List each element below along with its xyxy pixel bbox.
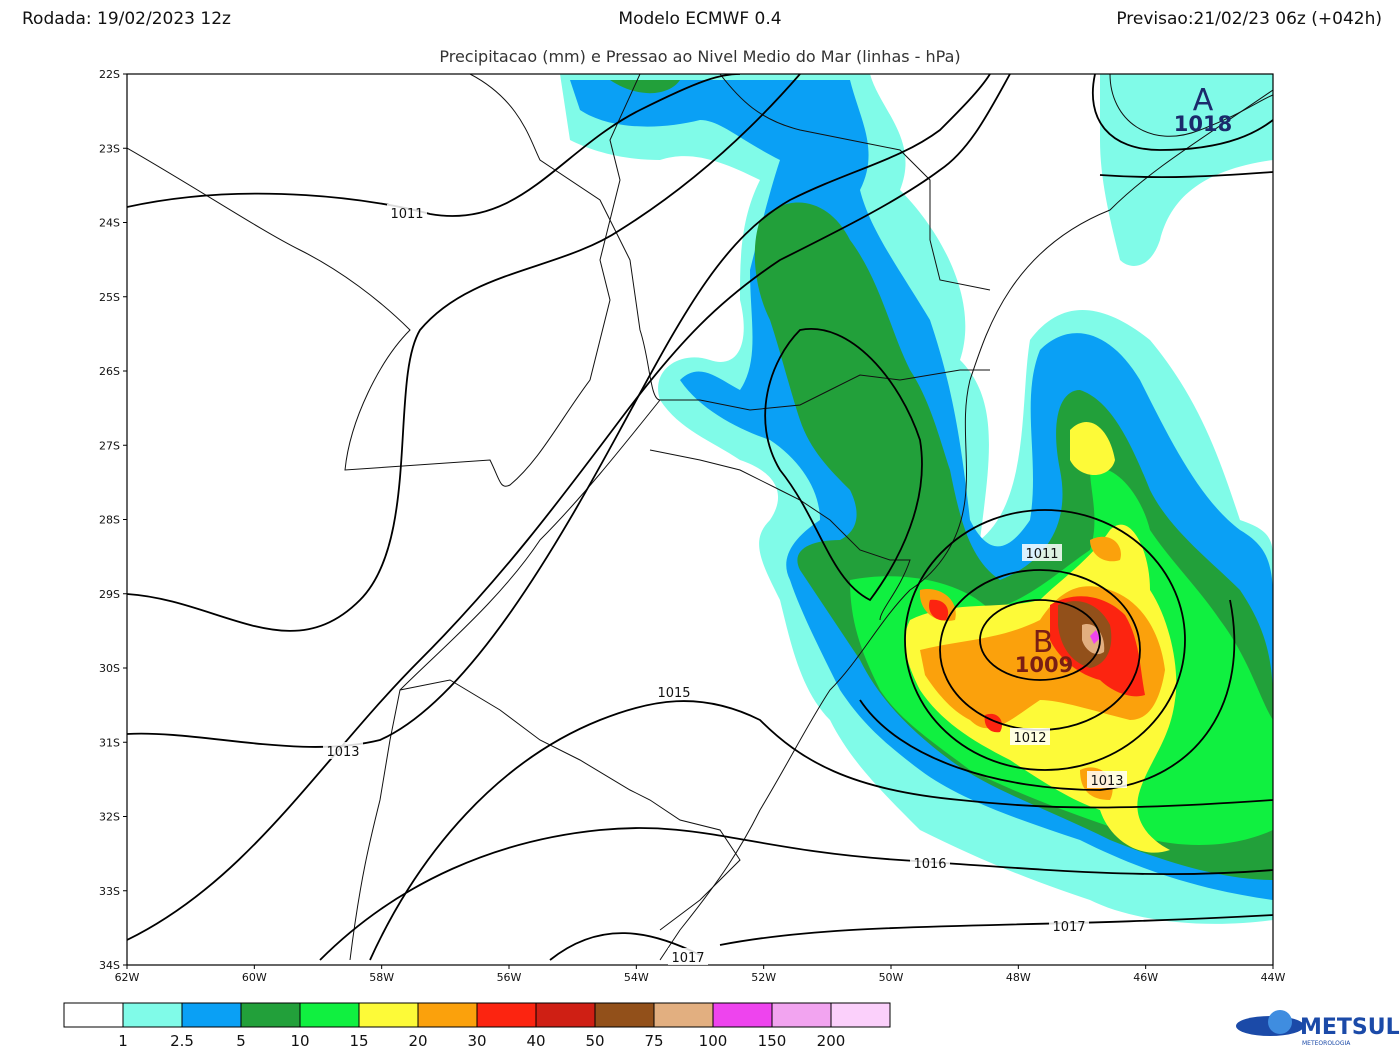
isobar-label-bg [1087, 771, 1127, 788]
colorbar-label: 75 [644, 1032, 663, 1050]
lat-label: 34S [99, 959, 120, 972]
isobar-label-bg [323, 742, 363, 759]
isobar-label-bg [1010, 728, 1050, 745]
colorbar-label: 200 [817, 1032, 846, 1050]
isobar-label: 1015 [657, 686, 690, 701]
isobar-label-bg [910, 854, 950, 871]
logo-name: METSUL [1300, 1015, 1400, 1040]
colorbar-swatch [830, 1002, 891, 1028]
colorbar-swatch [712, 1002, 773, 1028]
lat-label: 25S [99, 291, 120, 304]
lat-label: 33S [99, 885, 120, 898]
lon-label: 62W [115, 971, 140, 984]
lat-label: 23S [99, 142, 120, 155]
lon-label: 46W [1133, 971, 1158, 984]
lat-label: 29S [99, 588, 120, 601]
lon-label: 58W [369, 971, 394, 984]
lat-label: 28S [99, 514, 120, 527]
colorbar-label: 1 [118, 1032, 128, 1050]
pressure-center-letter: A [1193, 83, 1214, 118]
colorbar-swatch [299, 1002, 360, 1028]
model-label: Modelo ECMWF 0.4 [618, 9, 781, 29]
pressure-center-value: 1018 [1174, 112, 1232, 136]
colorbar-label: 2.5 [170, 1032, 194, 1050]
subtitle: Precipitacao (mm) e Pressao ao Nivel Med… [439, 47, 960, 66]
pressure-center-value: 1009 [1015, 653, 1073, 677]
pressure-center-letter: B [1033, 625, 1054, 660]
lon-label: 56W [497, 971, 522, 984]
isobar-label: 1011 [1025, 547, 1058, 562]
isobar-label: 1016 [913, 857, 946, 872]
colorbar-swatch [181, 1002, 242, 1028]
colorbar-swatch [63, 1002, 124, 1028]
colorbar-label: 150 [758, 1032, 787, 1050]
colorbar-label: 5 [236, 1032, 246, 1050]
run-label: Rodada: 19/02/2023 12z [22, 9, 231, 29]
colorbar-label: 10 [290, 1032, 309, 1050]
lat-label: 27S [99, 439, 120, 452]
colorbar-label: 40 [526, 1032, 545, 1050]
isobar-label-bg [1049, 917, 1089, 934]
isobar-label: 1017 [671, 951, 704, 966]
lat-label: 32S [99, 811, 120, 824]
lat-label: 22S [99, 68, 120, 81]
colorbar-swatch [771, 1002, 832, 1028]
isobar-label: 1013 [1090, 774, 1123, 789]
isobar-label: 1011 [390, 207, 423, 222]
isobar-label: 1017 [1052, 920, 1085, 935]
lat-label: 30S [99, 662, 120, 675]
colorbar-swatch [417, 1002, 478, 1028]
colorbar-label: 15 [349, 1032, 368, 1050]
isobar-label-bg [668, 948, 708, 965]
colorbar-label: 100 [699, 1032, 728, 1050]
lat-label: 24S [99, 217, 120, 230]
colorbar-swatch [240, 1002, 301, 1028]
isobar-label-bg [654, 683, 694, 700]
precipitation [560, 74, 1273, 924]
isobar-label-bg [1022, 544, 1062, 561]
logo-tagline: METEOROLOGIA [1302, 1040, 1351, 1047]
isobar-label: 1013 [326, 745, 359, 760]
lon-label: 50W [879, 971, 904, 984]
lon-label: 52W [751, 971, 776, 984]
isobar-label: 1012 [1013, 731, 1046, 746]
colorbar-swatch [535, 1002, 596, 1028]
lon-label: 60W [242, 971, 267, 984]
colorbar-swatch [122, 1002, 183, 1028]
lon-label: 44W [1261, 971, 1286, 984]
forecast-label: Previsao:21/02/23 06z (+042h) [1116, 9, 1382, 29]
colorbar-label: 30 [467, 1032, 486, 1050]
lon-label: 48W [1006, 971, 1031, 984]
colorbar-label: 20 [408, 1032, 427, 1050]
colorbar-label: 50 [585, 1032, 604, 1050]
lat-label: 26S [99, 365, 120, 378]
borders-coast [127, 74, 1273, 961]
isobar-label-bg [387, 204, 427, 221]
lon-label: 54W [624, 971, 649, 984]
colorbar-swatch [358, 1002, 419, 1028]
logo: METSUL METEOROLOGIA [1236, 1010, 1400, 1047]
colorbar-swatch [476, 1002, 537, 1028]
colorbar-swatch [594, 1002, 655, 1028]
lat-label: 31S [99, 736, 120, 749]
colorbar-swatch [653, 1002, 714, 1028]
